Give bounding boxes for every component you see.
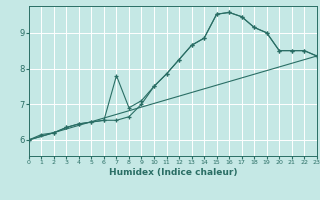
X-axis label: Humidex (Indice chaleur): Humidex (Indice chaleur) [108, 168, 237, 177]
